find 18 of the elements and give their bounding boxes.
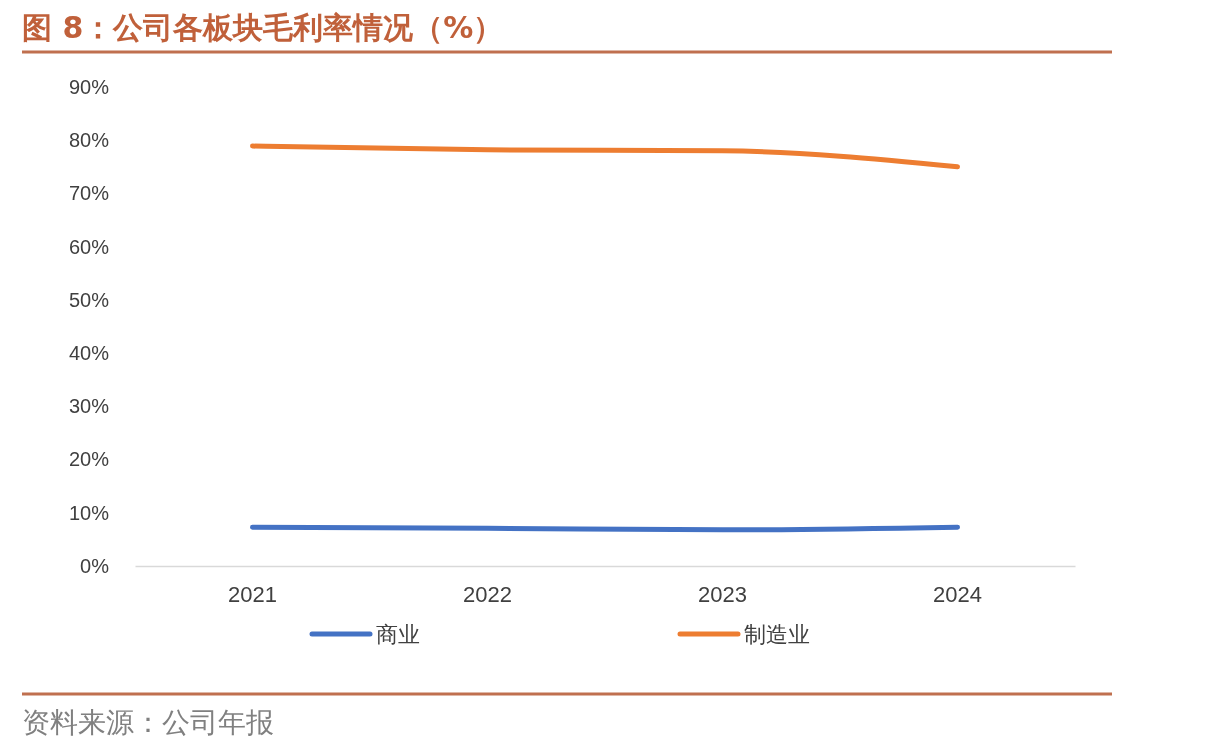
chart-title: 图 8：公司各板块毛利率情况（%） <box>22 10 504 45</box>
x-tick-label: 2022 <box>463 582 512 607</box>
legend-label: 商业 <box>376 622 420 647</box>
y-tick-label: 20% <box>68 448 110 471</box>
x-tick-label: 2024 <box>933 582 982 607</box>
y-tick-label: 70% <box>68 182 110 205</box>
x-tick-label: 2021 <box>228 582 277 607</box>
y-tick-label: 10% <box>68 501 110 524</box>
y-tick-label: 60% <box>68 235 110 258</box>
y-tick-label: 50% <box>68 288 110 311</box>
y-tick-label: 80% <box>68 129 110 152</box>
x-tick-label: 2023 <box>698 582 747 607</box>
y-tick-label: 90% <box>68 75 110 98</box>
y-tick-label: 0% <box>80 554 110 577</box>
y-tick-label: 40% <box>68 342 110 365</box>
y-tick-label: 30% <box>68 395 110 418</box>
legend-label: 制造业 <box>744 622 810 647</box>
text: 资料来源：公司年报 <box>22 706 274 739</box>
